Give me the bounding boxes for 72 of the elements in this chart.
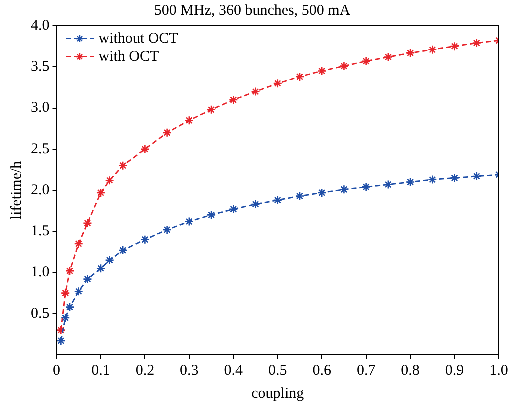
point: [251, 200, 260, 210]
point: [56, 336, 66, 346]
point: [406, 48, 416, 58]
x-tick-label: 0.6: [312, 362, 332, 379]
x-tick-label: 0.5: [268, 362, 288, 379]
point: [65, 266, 75, 276]
y-tick-label: 1.5: [31, 224, 50, 240]
point: [428, 45, 438, 55]
x-tick-label: 0.2: [136, 362, 155, 379]
point: [229, 95, 238, 105]
point: [450, 42, 460, 52]
point: [60, 313, 70, 323]
point: [295, 192, 305, 201]
x-tick-label: 0.7: [356, 362, 376, 379]
x-tick-label: 0.3: [180, 362, 199, 379]
y-tick-label: 2.5: [31, 141, 50, 158]
point: [140, 144, 150, 154]
x-tick-label: 0.4: [224, 362, 244, 379]
y-axis-title: lifetime/h: [8, 160, 25, 220]
point: [105, 256, 114, 266]
point: [184, 116, 194, 126]
point: [184, 217, 194, 226]
point: [65, 302, 75, 312]
point: [83, 274, 92, 284]
point: [118, 246, 128, 256]
point: [273, 196, 283, 206]
point: [340, 185, 349, 194]
point: [251, 87, 260, 96]
point: [74, 239, 84, 249]
x-tick-label: 1.0: [490, 362, 508, 379]
legend-label: without OCT: [98, 30, 178, 48]
legend-label: with OCT: [98, 48, 160, 66]
point: [96, 264, 106, 274]
point: [406, 178, 416, 187]
x-tick-label: 0.8: [401, 362, 420, 379]
point: [362, 56, 371, 66]
point: [56, 326, 66, 335]
x-tick-label: 0: [53, 362, 60, 379]
point: [450, 174, 460, 183]
chart-title: 500 MHz, 360 bunches, 500 mA: [154, 2, 351, 19]
x-axis-title: coupling: [252, 386, 305, 402]
point: [384, 180, 394, 190]
point: [83, 218, 92, 228]
point: [340, 62, 349, 71]
point: [74, 287, 84, 296]
x-tick-label: 0.9: [445, 362, 464, 379]
point: [273, 78, 283, 88]
point: [317, 66, 327, 76]
point: [162, 128, 172, 138]
point: [140, 235, 150, 244]
y-tick-label: 1.0: [31, 264, 50, 281]
point: [206, 210, 216, 220]
y-tick-label: 0.5: [31, 306, 50, 322]
point: [118, 161, 128, 170]
x-tick-label: 0.1: [92, 362, 110, 379]
point: [295, 72, 305, 82]
point: [317, 188, 327, 198]
point: [384, 52, 394, 62]
point: [105, 176, 114, 186]
point: [60, 288, 70, 298]
point: [206, 105, 216, 115]
y-tick-label: 4.0: [31, 18, 50, 34]
point: [229, 204, 238, 214]
point: [96, 188, 106, 198]
point: [428, 175, 438, 184]
y-tick-label: 2.0: [31, 182, 50, 198]
point: [162, 225, 172, 235]
point: [472, 172, 482, 182]
point: [362, 182, 371, 192]
y-tick-label: 3.0: [31, 100, 50, 116]
point: [472, 38, 482, 48]
y-tick-label: 3.5: [31, 59, 50, 76]
